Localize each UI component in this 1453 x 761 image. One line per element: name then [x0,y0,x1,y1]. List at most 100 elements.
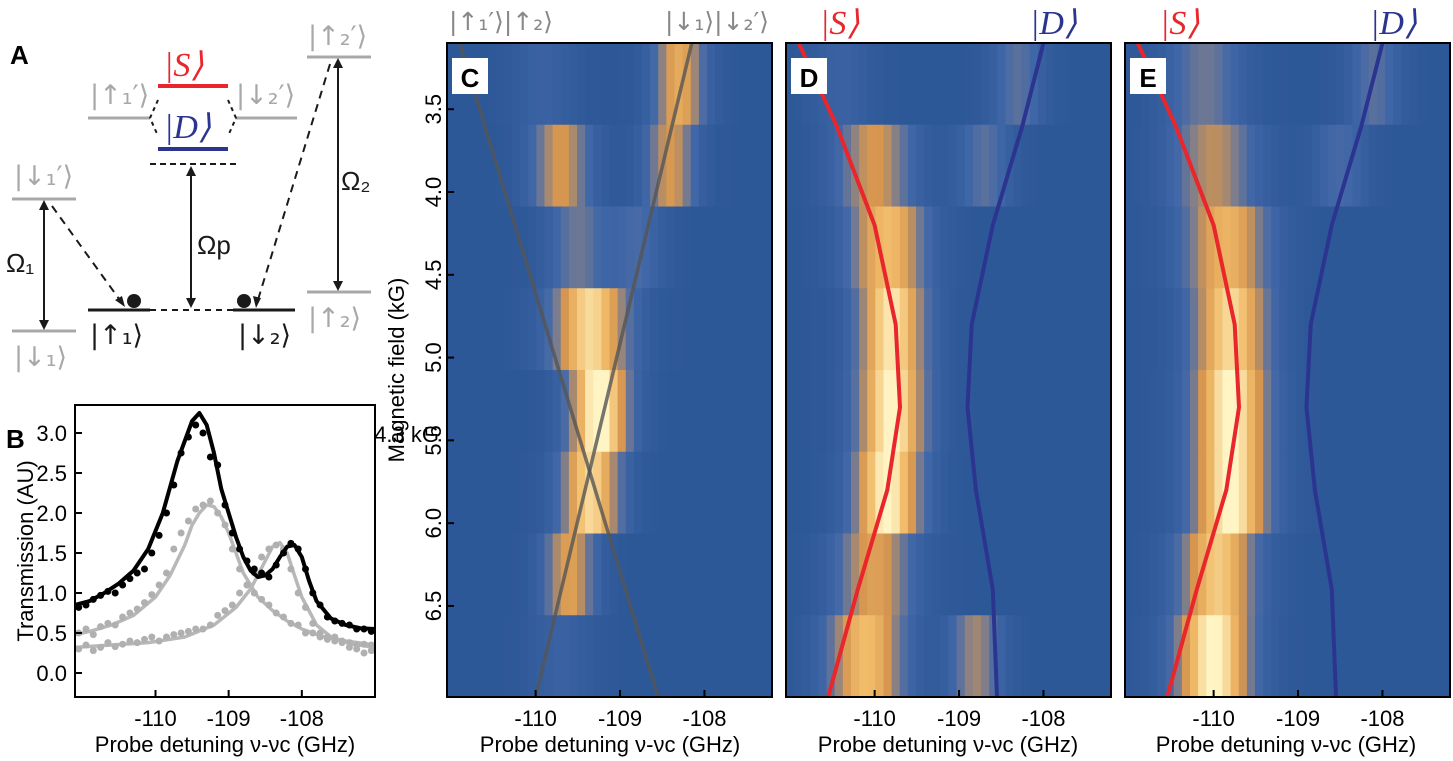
heatmap-cell [1255,124,1264,208]
heatmap-cell [1070,206,1080,289]
data-point-component_1_data [265,601,273,609]
heatmap-cell [989,288,998,371]
heatmap-cell [826,451,836,535]
data-point-component_2_data [199,625,207,633]
heatmap-cell [907,451,917,535]
heatmap-cell [609,615,619,697]
heatmap-cell [1046,43,1055,126]
heatmap-cell [1070,124,1080,208]
heatmap-cell [1255,288,1264,371]
heatmap-cell [818,370,828,453]
panel-d-top-label-s: |S⟩ [820,5,860,42]
data-point-total_data [302,565,309,573]
heatmap-cell [964,124,974,208]
heatmap-cell [617,615,627,697]
heatmap-cell [1173,43,1183,126]
heatmap-cell [1238,43,1248,126]
heatmap-cell [1433,206,1443,289]
heatmap-cell [940,288,950,371]
heatmap-cell [503,533,513,616]
heatmap-cell [674,124,684,208]
heatmap-cell [1295,43,1305,126]
x-tick-label: -108 [1360,706,1404,731]
heatmap-cell [907,124,917,208]
heatmap-cell [1238,533,1248,616]
panel-e-label-box [1130,58,1166,94]
heatmap-cell [1173,206,1183,289]
heatmap-cell [1336,370,1345,453]
heatmap-cell [1013,533,1023,616]
heatmap-cell [826,288,836,371]
heatmap-cell [1368,288,1378,371]
heatmap-cell [1336,451,1345,535]
heatmap-cell [552,288,562,371]
heatmap-cell [633,533,643,616]
heatmap-cell [997,370,1006,453]
data-point-total_data [206,453,214,461]
heatmap-cell [666,43,676,126]
heatmap-cell [948,124,958,208]
data-point-component_1_data [345,639,353,647]
heatmap-cell [1125,533,1134,616]
heatmap-cell [755,124,765,208]
heatmap-cell [964,451,974,535]
heatmap-cell [1029,615,1039,697]
heatmap-cell [1222,124,1232,208]
data-point-component_2_data [272,541,280,549]
heatmap-cell [747,615,757,697]
heatmap-cell [802,615,811,697]
heatmap-cell [1054,533,1063,616]
heatmap-cell [899,615,909,697]
heatmap-cell [707,533,716,616]
heatmap-cell [1078,370,1088,453]
heatmap-cell [739,43,749,126]
heatmap-cell [1311,370,1321,453]
y-tick-label: 1.5 [36,541,67,566]
heatmap-cell [577,124,586,208]
heatmap-cell [1198,288,1207,371]
x-tick-label: -109 [937,706,981,731]
data-point-component_2_data [228,601,236,609]
panel-c-axes: -110 -109 -108 3.5 4.0 4.5 5.0 5.5 6.0 6.5 [421,94,726,731]
heatmap-cell [1190,43,1199,126]
heatmap-cell [495,43,505,126]
heatmap-cell [593,533,602,616]
heatmap-cell [763,43,772,126]
heatmap-cell [1190,370,1199,453]
population-dot-right [237,294,251,308]
heatmap-cell [1409,451,1419,535]
heatmap-cell [932,124,941,208]
heatmap-cell [731,288,741,371]
heatmap-cell [739,370,749,453]
heatmap-cell [682,615,692,697]
heatmap-cell [1165,533,1175,616]
heatmap-cell [1094,370,1104,453]
heatmap-cell [739,288,749,371]
omega1-arrowhead-top [39,200,49,210]
heatmap-cell [916,370,925,453]
heatmap-cell [1173,533,1183,616]
heatmap-cell [826,124,836,208]
heatmap-cell [1287,615,1297,697]
heatmap-cell [528,288,537,371]
heatmap-cell [601,370,611,453]
bracket-right [227,99,238,137]
heatmap-cell [1094,43,1104,126]
data-point-total_data [155,531,163,539]
heatmap-cell [1409,615,1419,697]
y-tick-label: 6.0 [421,508,446,539]
heatmap-cell [1181,533,1191,616]
heatmap-cell [723,206,732,289]
heatmap-cell [1271,288,1280,371]
heatmap-cell [495,533,505,616]
heatmap-cell [826,206,836,289]
heatmap-cell [1433,615,1443,697]
heatmap-cell [1086,533,1096,616]
heatmap-cell [1385,615,1394,697]
data-point-component_2_data [163,633,170,641]
heatmap-cell [1198,370,1207,453]
heatmap-cell [1320,124,1329,208]
data-point-component_1_data [184,517,192,525]
heatmap-cell [585,451,594,535]
heatmap-cell [924,206,933,289]
